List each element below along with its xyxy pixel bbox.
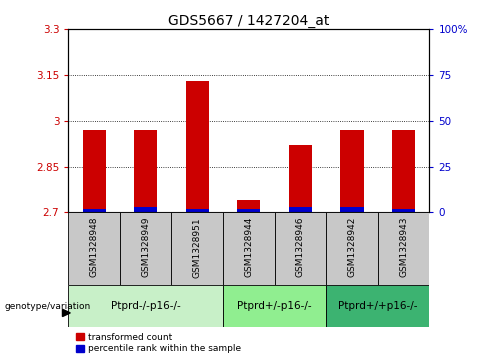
- Text: genotype/variation: genotype/variation: [5, 302, 91, 310]
- Bar: [186, 209, 209, 212]
- Bar: [82, 130, 106, 212]
- FancyBboxPatch shape: [68, 285, 223, 327]
- FancyBboxPatch shape: [223, 212, 275, 285]
- Bar: [134, 207, 157, 212]
- Bar: [341, 207, 364, 212]
- FancyBboxPatch shape: [223, 285, 326, 327]
- FancyBboxPatch shape: [171, 212, 223, 285]
- Legend: transformed count, percentile rank within the sample: transformed count, percentile rank withi…: [73, 329, 245, 357]
- Bar: [392, 209, 415, 212]
- Text: Ptprd+/-p16-/-: Ptprd+/-p16-/-: [237, 301, 312, 311]
- Bar: [392, 130, 415, 212]
- FancyBboxPatch shape: [378, 212, 429, 285]
- FancyBboxPatch shape: [326, 212, 378, 285]
- FancyBboxPatch shape: [326, 285, 429, 327]
- Text: GSM1328951: GSM1328951: [193, 217, 202, 278]
- Bar: [82, 209, 106, 212]
- Bar: [237, 200, 261, 212]
- Text: GSM1328944: GSM1328944: [244, 217, 253, 277]
- Text: GSM1328949: GSM1328949: [141, 217, 150, 277]
- Bar: [237, 209, 261, 212]
- Text: GSM1328943: GSM1328943: [399, 217, 408, 277]
- Title: GDS5667 / 1427204_at: GDS5667 / 1427204_at: [168, 14, 329, 28]
- Text: GSM1328948: GSM1328948: [90, 217, 99, 277]
- Bar: [289, 145, 312, 212]
- FancyBboxPatch shape: [275, 212, 326, 285]
- Text: GSM1328946: GSM1328946: [296, 217, 305, 277]
- Text: Ptprd-/-p16-/-: Ptprd-/-p16-/-: [111, 301, 181, 311]
- Text: GSM1328942: GSM1328942: [347, 217, 357, 277]
- Text: Ptprd+/+p16-/-: Ptprd+/+p16-/-: [338, 301, 418, 311]
- Bar: [289, 207, 312, 212]
- Bar: [341, 130, 364, 212]
- Bar: [186, 81, 209, 212]
- Bar: [134, 130, 157, 212]
- FancyBboxPatch shape: [68, 212, 120, 285]
- FancyBboxPatch shape: [120, 212, 171, 285]
